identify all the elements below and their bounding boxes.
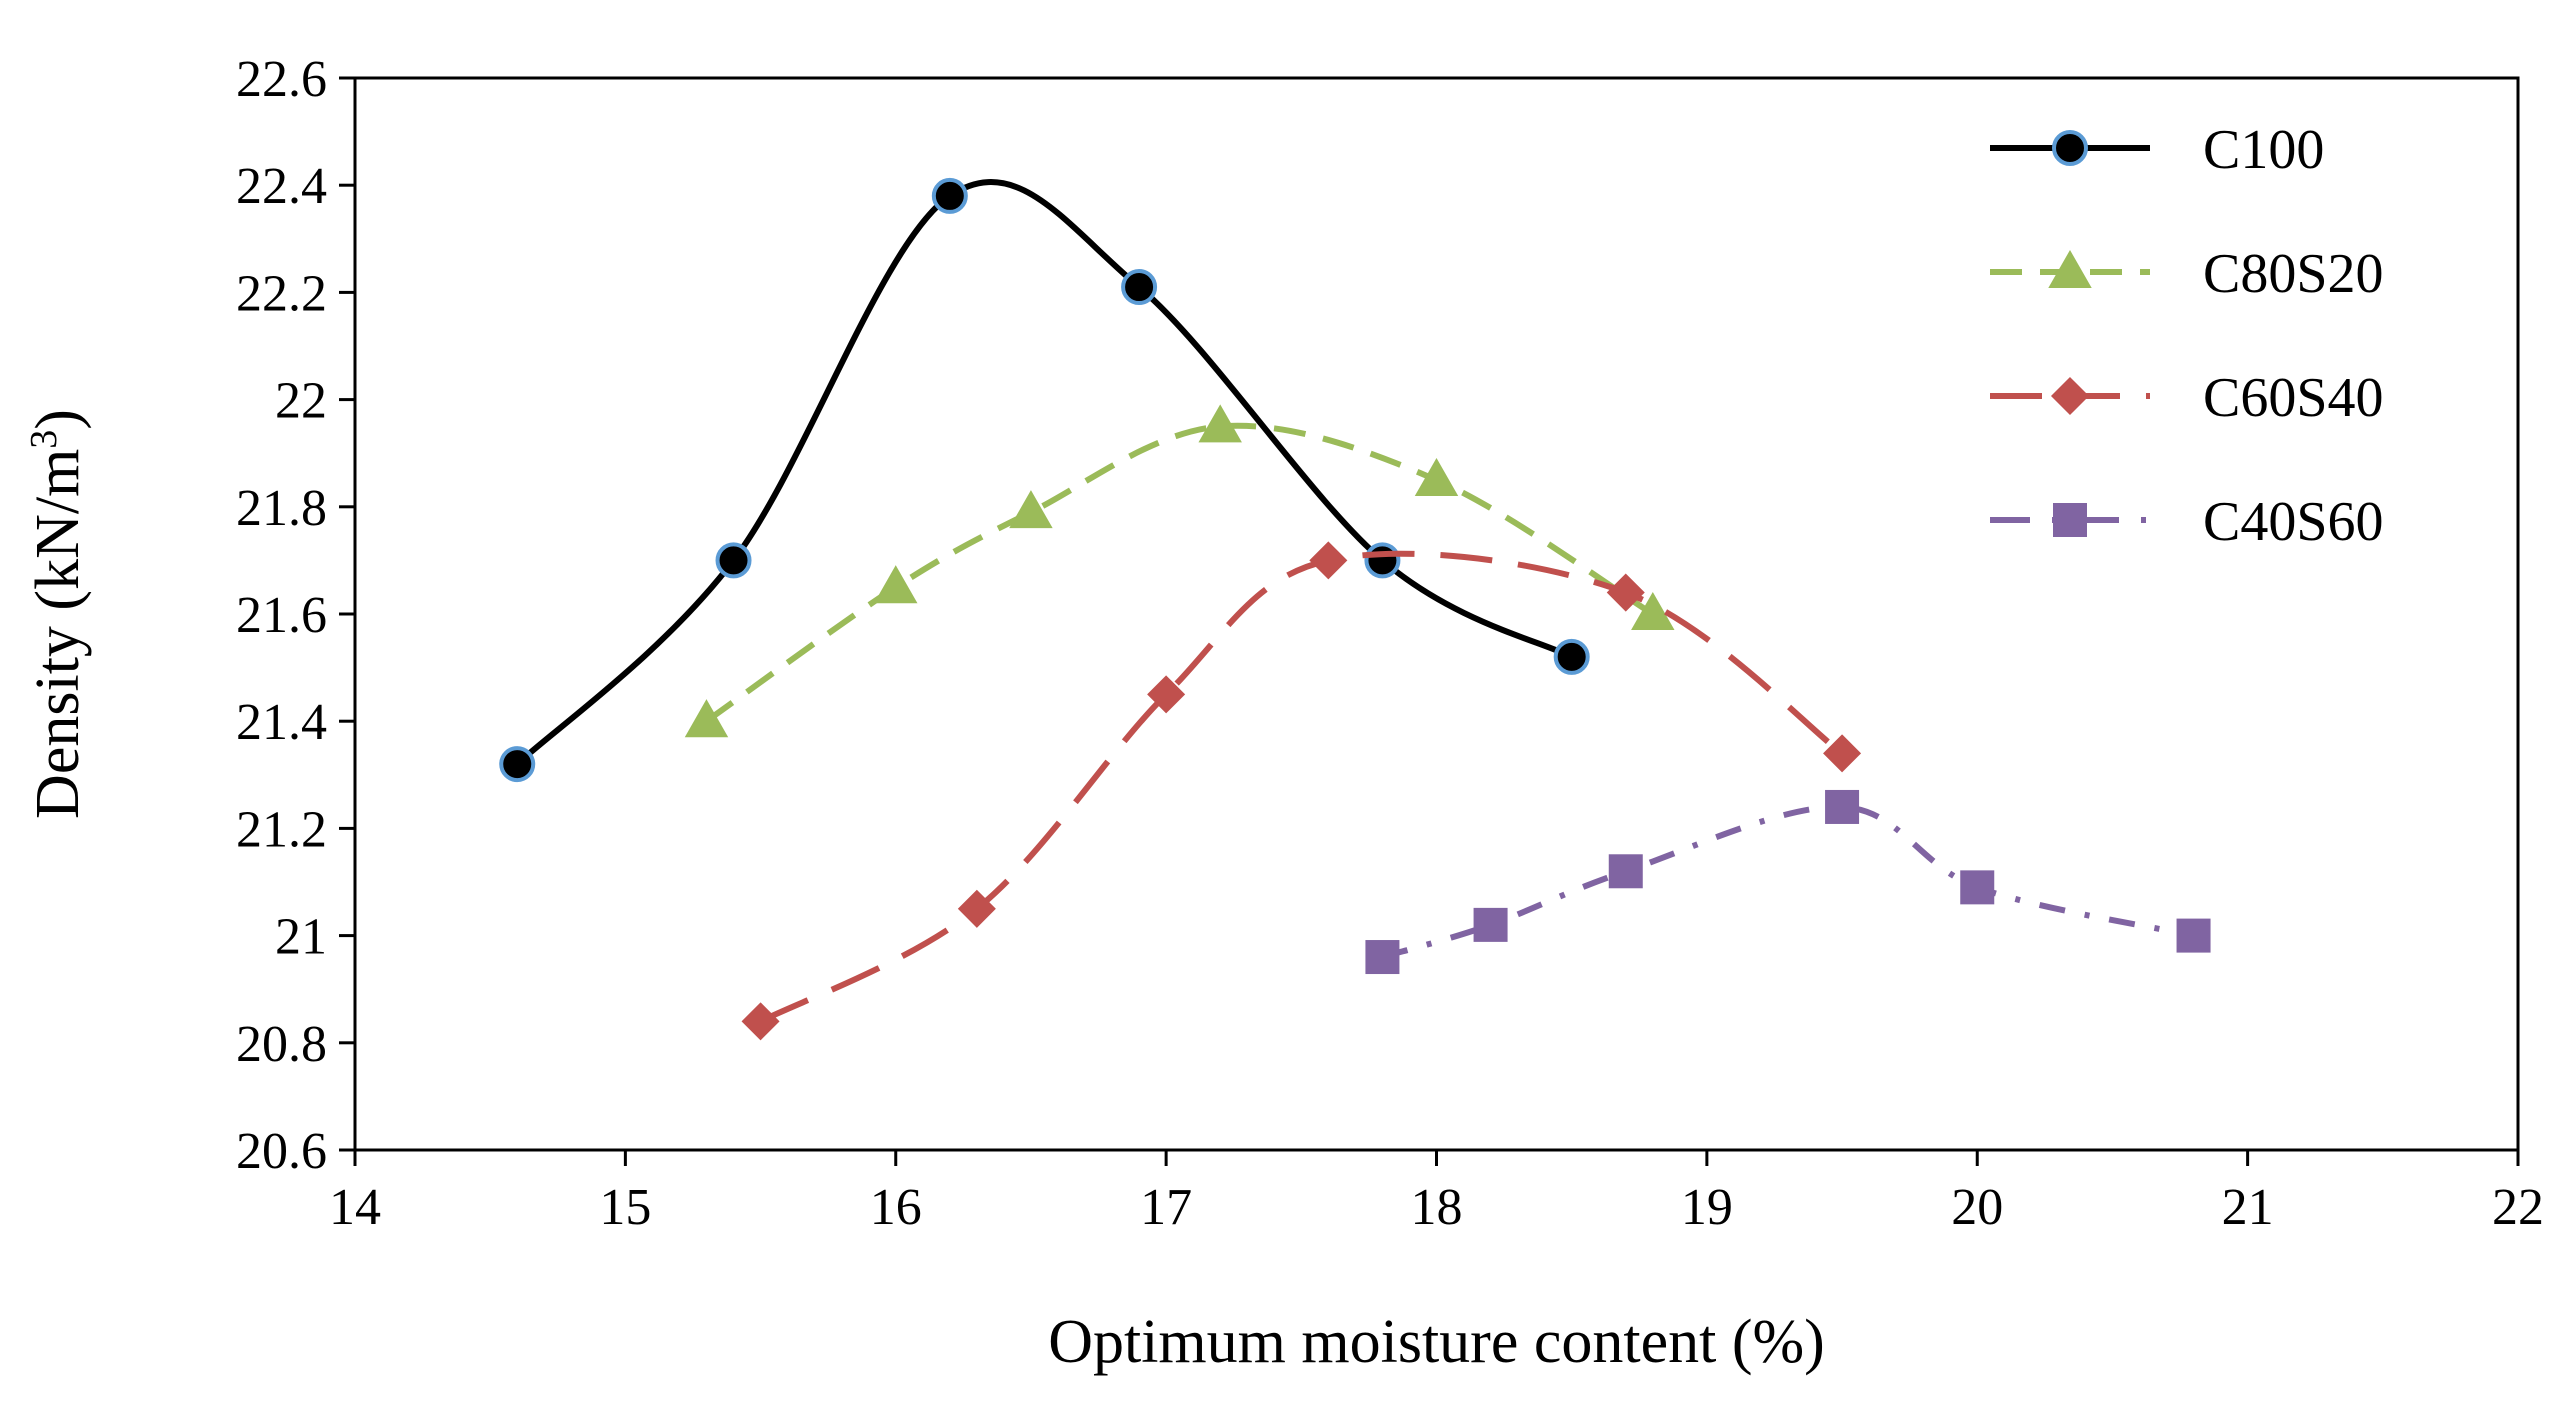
legend-label-c100: C100: [2203, 119, 2324, 181]
x-tick-label: 21: [2222, 1179, 2274, 1236]
legend-marker-c40s60: [2053, 503, 2087, 537]
data-point-c80s20: [1198, 404, 1242, 443]
data-point-c80s20: [1009, 490, 1053, 529]
x-tick-label: 15: [599, 1179, 651, 1236]
legend: C100 C80S20 C60S40 C40S60: [1990, 119, 2384, 553]
data-point-c60s40: [1823, 734, 1862, 773]
y-axis-title: Density (kN/m3): [23, 409, 92, 819]
legend-label-c60s40: C60S40: [2203, 367, 2384, 429]
y-tick-label: 21.4: [236, 694, 327, 751]
y-axis-title-sup: 3: [23, 430, 65, 449]
y-tick-label: 22.6: [236, 51, 327, 108]
series-line-c60s40: [759, 550, 1844, 1025]
y-axis-title-end: ): [24, 409, 92, 430]
y-axis-title-main: Density (kN/m: [24, 449, 92, 819]
data-point-c100: [931, 177, 968, 214]
legend-marker-c80s20: [2048, 249, 2092, 288]
data-point-c40s60: [1825, 789, 1860, 824]
x-tick-label: 16: [870, 1179, 922, 1236]
y-tick-label: 22: [275, 373, 327, 430]
x-tick-label: 20: [1951, 1179, 2003, 1236]
data-point-c80s20: [684, 699, 729, 738]
axes: 14 15 16 17 18 19 20 21 22 20.6 20.8 21 21.2 21.4 21.6…: [236, 51, 2544, 1236]
data-point-c80s20: [1631, 591, 1675, 630]
y-tick-label: 20.8: [236, 1016, 327, 1073]
data-point-c40s60: [1365, 940, 1400, 975]
legend-label-c40s60: C40S60: [2203, 491, 2384, 553]
x-tick-label: 19: [1681, 1179, 1733, 1236]
data-point-c100: [499, 746, 536, 783]
data-point-c100: [1553, 638, 1590, 675]
series-line-c100: [515, 179, 1574, 767]
series-line-c80s20: [704, 422, 1655, 724]
series-c40s60: [1365, 789, 2211, 975]
series-layer: [499, 177, 2211, 1041]
data-point-c40s60: [1473, 907, 1508, 942]
y-tick-label: 21.8: [236, 480, 327, 537]
plot-area-frame: [353, 76, 2520, 1152]
series-c100: [499, 177, 1590, 783]
data-point-c100: [1121, 269, 1158, 306]
x-tick-label: 18: [1411, 1179, 1463, 1236]
series-line-c40s60: [1381, 803, 2195, 960]
x-tick-label: 14: [329, 1179, 381, 1236]
x-tick-label: 22: [2492, 1179, 2544, 1236]
data-point-c100: [715, 542, 752, 579]
data-point-c80s20: [874, 565, 918, 604]
data-point-c60s40: [741, 1002, 780, 1041]
data-point-c60s40: [1309, 541, 1348, 580]
data-point-c60s40: [1606, 573, 1645, 612]
y-tick-label: 21: [275, 909, 327, 966]
x-axis-title: Optimum moisture content (%): [1048, 1308, 1825, 1376]
y-tick-label: 20.6: [236, 1123, 327, 1180]
y-tick-label: 21.2: [236, 801, 327, 858]
legend-marker-c60s40: [2050, 376, 2090, 416]
data-point-c100: [1364, 542, 1401, 579]
data-point-c80s20: [1414, 457, 1459, 496]
legend-label-c80s20: C80S20: [2203, 243, 2384, 305]
x-tick-label: 17: [1140, 1179, 1192, 1236]
data-point-c60s40: [1147, 675, 1186, 714]
legend-marker-c100: [2052, 130, 2088, 166]
data-point-c40s60: [1608, 854, 1643, 889]
y-tick-label: 22.2: [236, 265, 327, 322]
data-point-c60s40: [957, 889, 996, 928]
y-tick-label: 21.6: [236, 587, 327, 644]
series-c80s20: [684, 404, 1675, 738]
series-c60s40: [741, 541, 1862, 1041]
data-point-c40s60: [2176, 918, 2211, 953]
data-point-c40s60: [1960, 870, 1995, 905]
y-tick-label: 22.4: [236, 158, 327, 215]
